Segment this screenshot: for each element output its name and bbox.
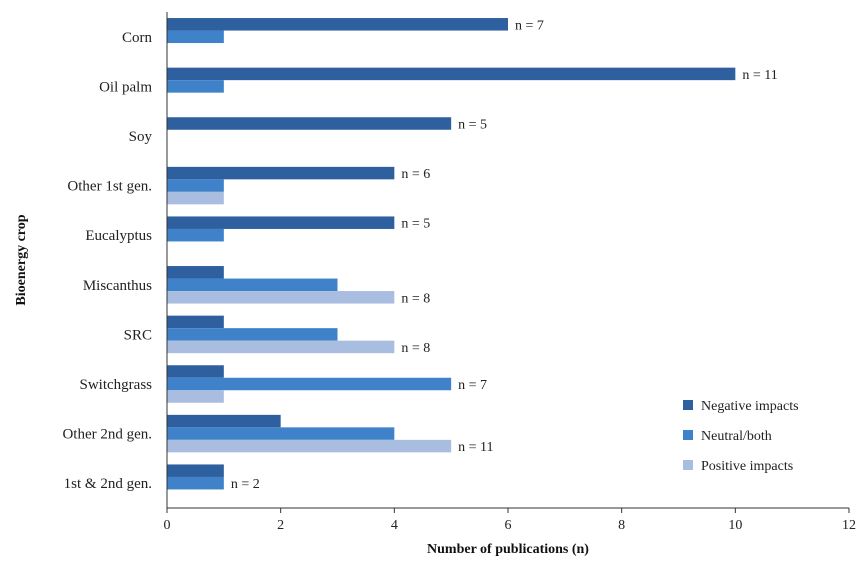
category-label-oil-palm: Oil palm <box>99 79 152 95</box>
bar-other-2nd-gen-positive-impacts <box>167 439 452 453</box>
category-label-soy: Soy <box>129 129 153 145</box>
bar-switchgrass-negative-impacts <box>167 365 224 378</box>
bar-miscanthus-positive-impacts <box>167 291 395 304</box>
legend-label-negative-impacts: Negative impacts <box>701 399 799 414</box>
count-annotations: n = 7 n = 11 n = 5 n = 6 n = 5 n = 8 n = 8 n = … <box>231 18 778 492</box>
category-label-eucalyptus: Eucalyptus <box>85 228 152 244</box>
bar-oil-palm-negative-impacts <box>167 67 736 81</box>
bar-soy-negative-impacts <box>167 117 452 130</box>
bar-other-1st-gen-positive-impacts <box>167 191 224 205</box>
bar-corn-negative-impacts <box>167 18 508 31</box>
x-tick-label-10: 10 <box>728 518 742 533</box>
x-tick-label-12: 12 <box>842 518 856 533</box>
legend-swatch-positive-impacts <box>683 460 693 470</box>
count-annotation-miscanthus: n = 8 <box>401 291 430 306</box>
legend-swatch-neutral-both <box>683 430 693 440</box>
bar-miscanthus-negative-impacts <box>167 266 224 279</box>
bar-1st-2nd-gen-neutral-both <box>167 476 224 490</box>
count-annotation-other-1st-gen: n = 6 <box>401 167 430 182</box>
bar-miscanthus-neutral-both <box>167 278 338 292</box>
x-tick-label-2: 2 <box>277 518 284 533</box>
category-label-other-1st-gen: Other 1st gen. <box>67 179 152 195</box>
x-axis-ticks: 0 2 4 6 8 10 12 <box>164 508 856 533</box>
bar-switchgrass-neutral-both <box>167 377 452 391</box>
category-label-1st-2nd-gen: 1st & 2nd gen. <box>64 476 152 492</box>
count-annotation-1st-2nd-gen: n = 2 <box>231 477 260 492</box>
count-annotation-switchgrass: n = 7 <box>458 378 487 393</box>
bar-oil-palm-neutral-both <box>167 80 224 93</box>
bar-src-positive-impacts <box>167 340 395 354</box>
bar-other-2nd-gen-neutral-both <box>167 427 395 440</box>
bar-other-1st-gen-neutral-both <box>167 179 224 192</box>
count-annotation-oil-palm: n = 11 <box>742 68 777 83</box>
x-axis-title: Number of publications (n) <box>427 542 589 557</box>
bar-other-2nd-gen-negative-impacts <box>167 414 281 428</box>
legend-label-neutral-both: Neutral/both <box>701 429 772 444</box>
bar-1st-2nd-gen-negative-impacts <box>167 464 224 477</box>
bar-corn-neutral-both <box>167 30 224 44</box>
x-tick-label-0: 0 <box>164 518 171 533</box>
x-tick-label-6: 6 <box>505 518 512 533</box>
bars-layer <box>167 18 736 490</box>
bar-src-neutral-both <box>167 328 338 341</box>
category-label-src: SRC <box>124 327 152 343</box>
bar-eucalyptus-neutral-both <box>167 228 224 242</box>
legend-label-positive-impacts: Positive impacts <box>701 459 793 474</box>
category-label-switchgrass: Switchgrass <box>80 377 153 393</box>
bar-src-negative-impacts <box>167 315 224 329</box>
category-label-miscanthus: Miscanthus <box>83 278 152 294</box>
bar-eucalyptus-negative-impacts <box>167 216 395 229</box>
count-annotation-corn: n = 7 <box>515 18 544 33</box>
y-axis-title: Bioenergy crop <box>14 214 29 305</box>
bar-switchgrass-positive-impacts <box>167 390 224 403</box>
category-label-other-2nd-gen: Other 2nd gen. <box>62 427 152 443</box>
category-labels: Corn Oil palm Soy Other 1st gen. Eucalyptus M… <box>62 30 152 492</box>
x-tick-label-8: 8 <box>618 518 625 533</box>
legend: Negative impacts Neutral/both Positive imp… <box>683 399 799 474</box>
category-label-corn: Corn <box>122 30 153 46</box>
count-annotation-src: n = 8 <box>401 341 430 356</box>
bar-other-1st-gen-negative-impacts <box>167 166 395 180</box>
x-tick-label-4: 4 <box>391 518 398 533</box>
count-annotation-soy: n = 5 <box>458 118 487 133</box>
count-annotation-other-2nd-gen: n = 11 <box>458 440 493 455</box>
count-annotation-eucalyptus: n = 5 <box>401 217 430 232</box>
legend-swatch-negative-impacts <box>683 400 693 410</box>
